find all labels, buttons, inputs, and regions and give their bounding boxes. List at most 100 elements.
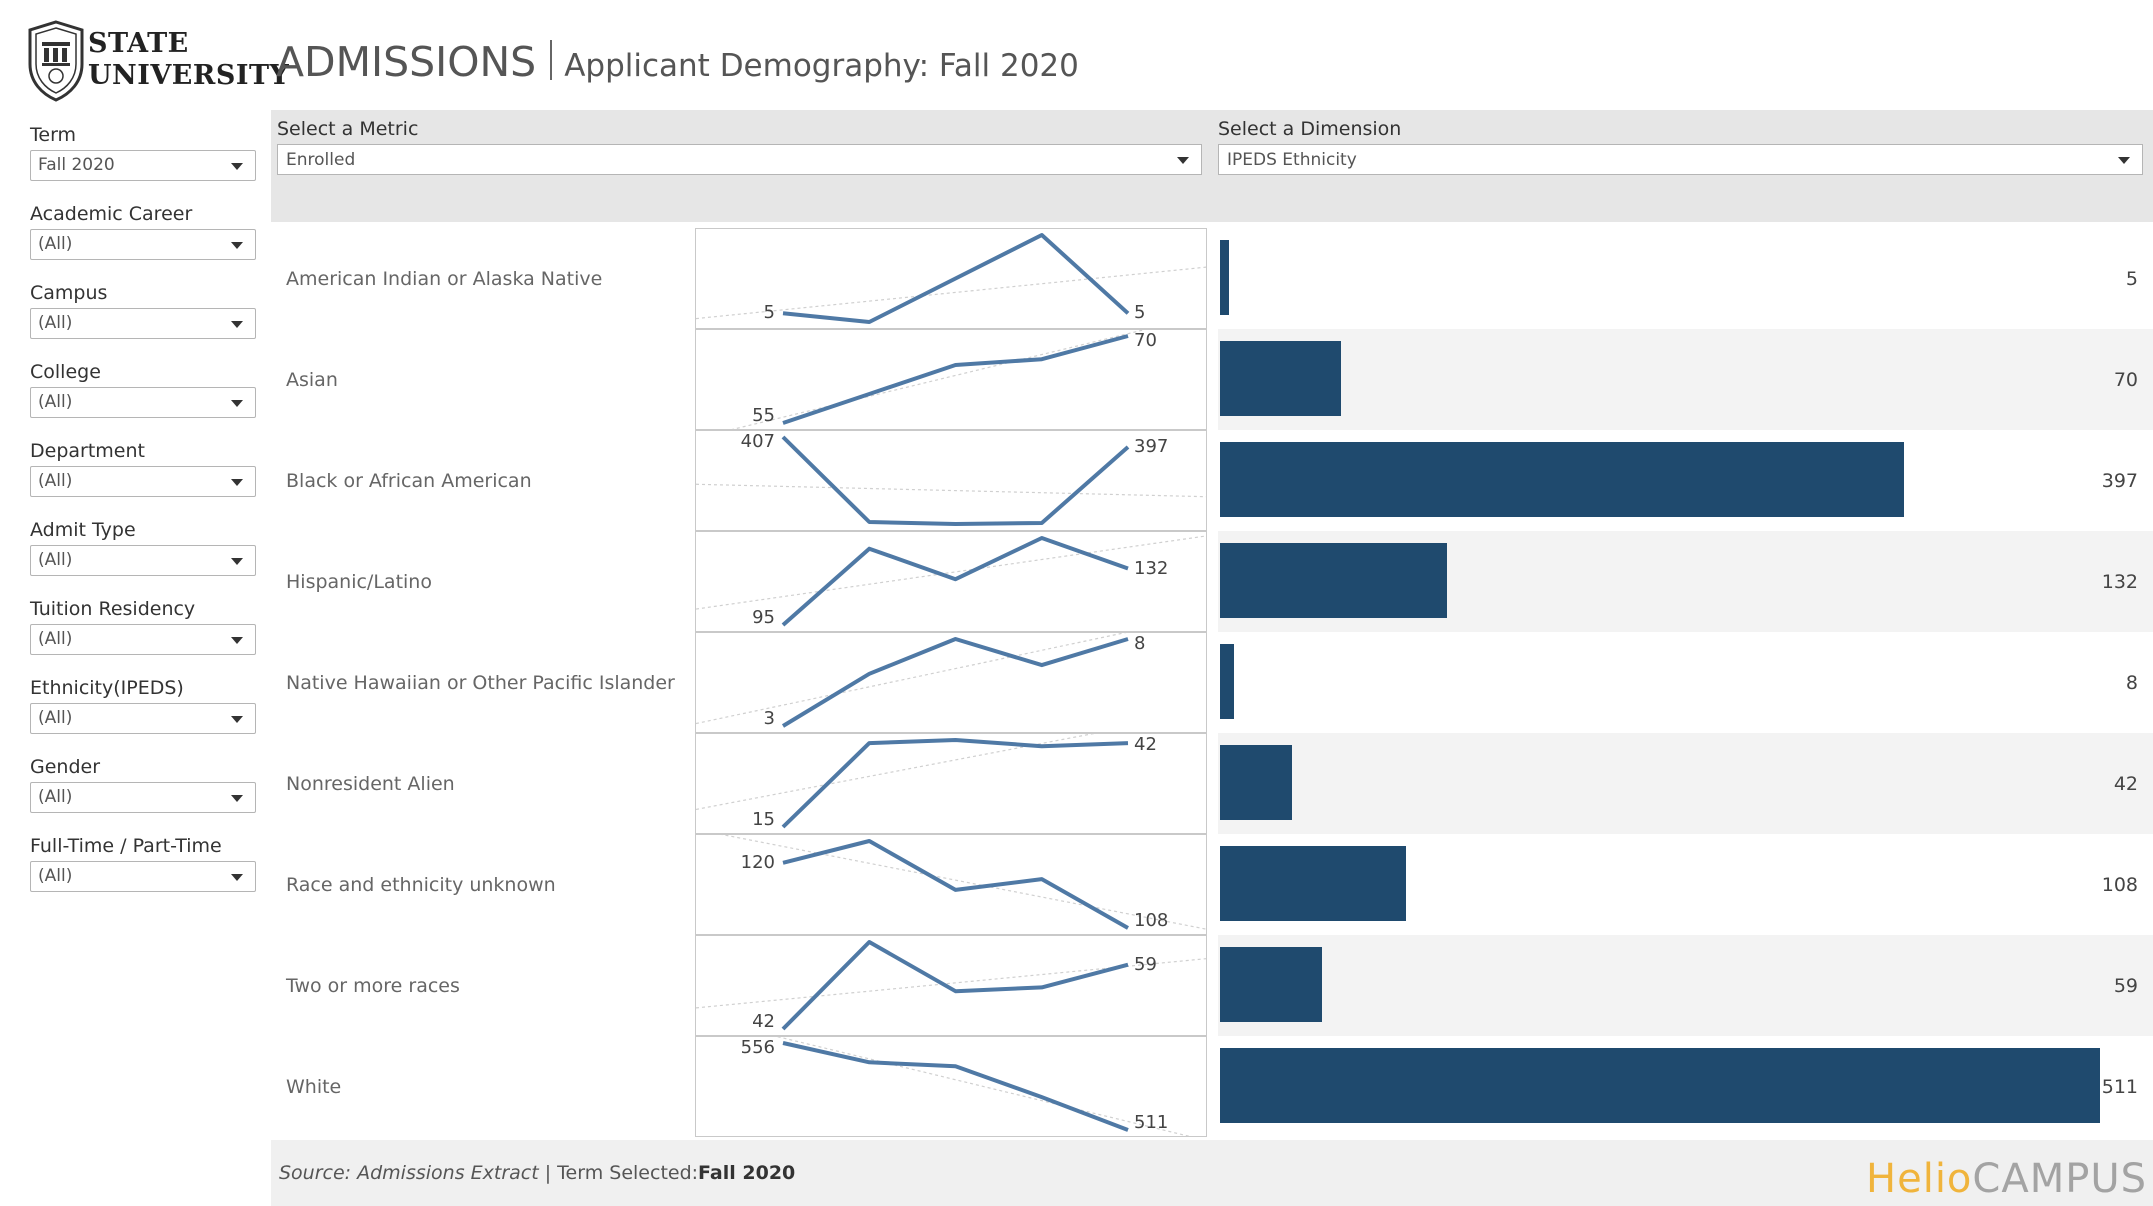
sparkline [696, 535, 1206, 627]
sparkline-start-label: 407 [740, 431, 775, 452]
filter-3: College (All) [30, 359, 258, 438]
filter-4: Department (All) [30, 438, 258, 517]
sparkline-end-label: 59 [1134, 953, 1157, 975]
filter-dropdown[interactable]: Fall 2020 [30, 150, 256, 181]
bar-value-label: 8 [2125, 671, 2138, 694]
trend-line [696, 633, 1127, 725]
sparkline-end-label: 70 [1134, 330, 1157, 351]
bar-value-label: 108 [2101, 873, 2138, 896]
sparkline-start-label: 5 [763, 302, 775, 324]
trend-line [696, 483, 1206, 498]
sparkline [696, 435, 1206, 526]
sparkline-cell: 407 397 [695, 430, 1207, 531]
filter-panel: Term Fall 2020 Academic Career (All) Campus (… [30, 122, 258, 912]
logo-text: STATE UNIVERSITY [88, 28, 289, 92]
footer-term-prefix: | Term Selected: [538, 1162, 699, 1184]
dimension-label: Select a Dimension [1218, 118, 1402, 140]
sparkline-start-label: 55 [752, 405, 775, 426]
sparkline-end-label: 8 [1134, 633, 1146, 654]
chevron-down-icon [231, 558, 243, 565]
chevron-down-icon [231, 479, 243, 486]
brand-helio: Helio [1866, 1156, 1973, 1202]
category-label: White [286, 1075, 342, 1098]
filter-dropdown[interactable]: (All) [30, 545, 256, 576]
bar [1220, 240, 1229, 315]
dimension-dropdown[interactable]: IPEDS Ethnicity [1218, 144, 2143, 175]
filter-label: Academic Career [30, 203, 193, 225]
trend-line [721, 835, 1206, 930]
sparkline-cell: 55 70 [695, 329, 1207, 430]
sparkline [696, 940, 1206, 1031]
sparkline [776, 1037, 1191, 1136]
table-row: American Indian or Alaska Native 5 5 5 [271, 228, 2153, 329]
metric-dropdown[interactable]: Enrolled [277, 144, 1202, 175]
shield-logo-icon [28, 20, 84, 102]
filter-dropdown[interactable]: (All) [30, 466, 256, 497]
sparkline-start-label: 3 [763, 708, 775, 729]
bar-value-label: 59 [2113, 974, 2138, 997]
filter-dropdown[interactable]: (All) [30, 229, 256, 260]
filter-label: Ethnicity(IPEDS) [30, 677, 184, 699]
filter-dropdown[interactable]: (All) [30, 308, 256, 339]
chevron-down-icon [231, 400, 243, 407]
filter-dropdown[interactable]: (All) [30, 387, 256, 418]
logo-line1: STATE [88, 28, 189, 59]
title-divider [550, 40, 553, 80]
university-logo: STATE UNIVERSITY [26, 20, 289, 102]
row-band [1218, 935, 2153, 1036]
row-band [1218, 329, 2153, 430]
sparkline-start-label: 15 [752, 809, 775, 830]
sparkline [696, 633, 1129, 728]
filter-value: Fall 2020 [38, 155, 115, 175]
bar-value-label: 511 [2101, 1075, 2138, 1098]
bar-value-label: 42 [2113, 772, 2138, 795]
filter-value: (All) [38, 392, 73, 412]
filter-dropdown[interactable]: (All) [30, 861, 256, 892]
table-row: Asian 55 70 70 [271, 329, 2153, 430]
sparkline-end-label: 42 [1134, 734, 1157, 755]
filter-5: Admit Type (All) [30, 517, 258, 596]
sparkline-series-line [782, 1041, 1129, 1132]
table-row: Two or more races 42 59 59 [271, 935, 2153, 1036]
sparkline-series-line [781, 536, 1129, 627]
category-label: American Indian or Alaska Native [286, 267, 603, 290]
bar [1220, 341, 1341, 416]
filter-dropdown[interactable]: (All) [30, 624, 256, 655]
bar [1220, 644, 1234, 719]
bar [1220, 442, 1904, 517]
metric-label: Select a Metric [277, 118, 419, 140]
sparkline-start-label: 42 [752, 1011, 775, 1032]
category-label: Nonresident Alien [286, 772, 455, 795]
filter-dropdown[interactable]: (All) [30, 782, 256, 813]
table-row: Black or African American 407 397 397 [271, 430, 2153, 531]
bar [1220, 947, 1322, 1022]
filter-label: Full-Time / Part-Time [30, 835, 222, 857]
chevron-down-icon [231, 716, 243, 723]
sparkline [696, 734, 1129, 829]
bar [1220, 1048, 2100, 1123]
filter-label: Admit Type [30, 519, 136, 541]
bar-value-label: 132 [2101, 570, 2138, 593]
filter-9: Full-Time / Part-Time (All) [30, 833, 258, 912]
sparkline [721, 835, 1206, 930]
category-label: Two or more races [286, 974, 460, 997]
filter-label: Gender [30, 756, 101, 778]
bar [1220, 543, 1448, 618]
table-row: Hispanic/Latino 95 132 132 [271, 531, 2153, 632]
filter-8: Gender (All) [30, 754, 258, 833]
sparkline-end-label: 5 [1134, 302, 1146, 324]
sparkline [731, 330, 1146, 429]
trend-line [696, 958, 1206, 1009]
sparkline-start-label: 556 [740, 1037, 775, 1058]
bar-value-label: 5 [2125, 267, 2138, 290]
category-label: Black or African American [286, 469, 532, 492]
filter-dropdown[interactable]: (All) [30, 703, 256, 734]
bar-value-label: 397 [2101, 469, 2138, 492]
chart-area: American Indian or Alaska Native 5 5 5 Asian… [271, 228, 2153, 1137]
bar [1220, 745, 1293, 820]
category-label: Asian [286, 368, 338, 391]
sparkline-series-line [781, 738, 1129, 829]
row-band [1218, 733, 2153, 834]
sparkline-start-label: 120 [740, 851, 775, 873]
